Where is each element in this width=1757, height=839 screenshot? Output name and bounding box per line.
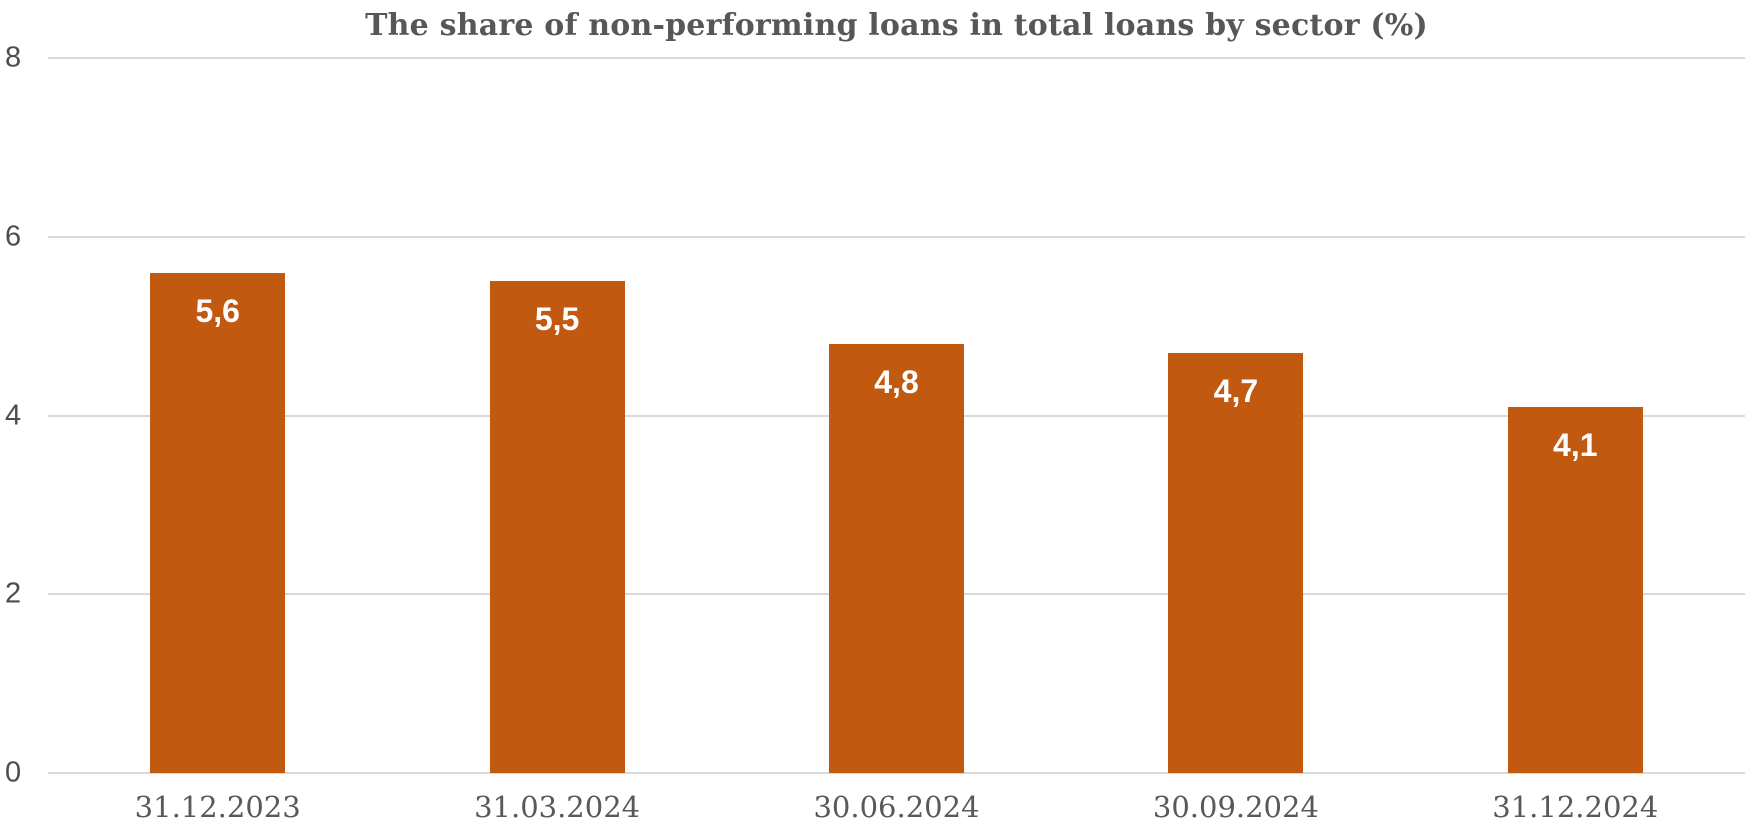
bar-value-label: 4,1 — [1553, 426, 1598, 463]
bar: 5,5 — [489, 281, 625, 773]
x-axis-tick-label: 31.12.2024 — [1492, 790, 1659, 824]
x-axis-tick-label: 31.12.2023 — [134, 790, 301, 824]
bar: 5,6 — [150, 272, 286, 773]
gridline — [48, 235, 1745, 238]
y-axis-tick-label: 6 — [5, 220, 22, 253]
y-axis-tick-label: 8 — [5, 41, 22, 74]
x-axis-tick-label: 30.06.2024 — [813, 790, 980, 824]
bar-value-label: 4,8 — [874, 364, 919, 400]
gridline — [48, 57, 1745, 59]
gridline — [48, 772, 1745, 774]
chart-title: The share of non-performing loans in tot… — [365, 8, 1428, 43]
bar-value-label: 4,7 — [1213, 372, 1259, 409]
bar-value-label: 5,6 — [195, 292, 240, 329]
bar: 4,1 — [1507, 406, 1643, 773]
x-axis-tick-label: 31.03.2024 — [474, 790, 641, 824]
y-axis-tick-label: 0 — [5, 756, 22, 789]
bar: 4,7 — [1168, 352, 1304, 773]
y-axis-tick-label: 2 — [5, 577, 22, 610]
bar-value-label: 5,5 — [534, 301, 580, 338]
x-axis-tick-label: 30.09.2024 — [1152, 790, 1319, 824]
y-axis-tick-label: 4 — [5, 399, 22, 431]
bar: 4,8 — [829, 344, 964, 773]
